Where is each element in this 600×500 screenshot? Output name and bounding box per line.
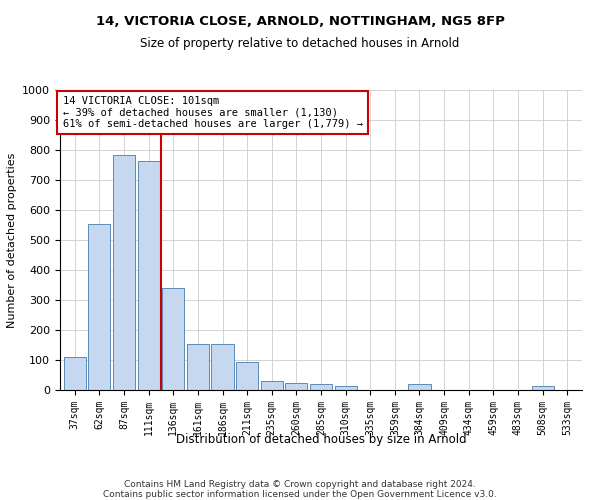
Text: 14 VICTORIA CLOSE: 101sqm
← 39% of detached houses are smaller (1,130)
61% of se: 14 VICTORIA CLOSE: 101sqm ← 39% of detac…	[62, 96, 362, 129]
Bar	[532, 386, 554, 390]
Bar	[260, 381, 283, 390]
Bar	[162, 288, 184, 390]
Bar	[211, 344, 233, 390]
Bar	[285, 382, 307, 390]
Bar	[310, 384, 332, 390]
Text: 14, VICTORIA CLOSE, ARNOLD, NOTTINGHAM, NG5 8FP: 14, VICTORIA CLOSE, ARNOLD, NOTTINGHAM, …	[95, 15, 505, 28]
Bar	[64, 357, 86, 390]
Bar	[236, 362, 258, 390]
Bar	[137, 160, 160, 390]
Bar	[113, 154, 135, 390]
Bar	[187, 344, 209, 390]
Text: Distribution of detached houses by size in Arnold: Distribution of detached houses by size …	[176, 432, 466, 446]
Text: Size of property relative to detached houses in Arnold: Size of property relative to detached ho…	[140, 38, 460, 51]
Text: Contains HM Land Registry data © Crown copyright and database right 2024.
Contai: Contains HM Land Registry data © Crown c…	[103, 480, 497, 500]
Y-axis label: Number of detached properties: Number of detached properties	[7, 152, 17, 328]
Bar	[409, 384, 431, 390]
Bar	[88, 224, 110, 390]
Bar	[335, 386, 357, 390]
